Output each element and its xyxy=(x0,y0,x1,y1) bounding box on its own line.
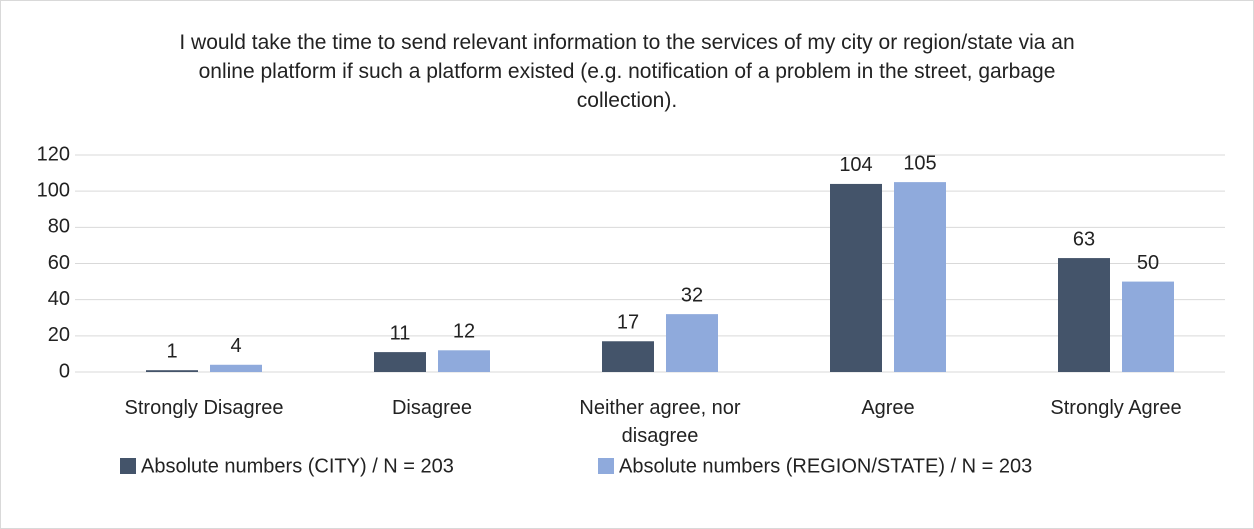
bar xyxy=(374,352,426,372)
data-label: 63 xyxy=(1073,228,1095,250)
x-tick-label: Strongly Agree xyxy=(1050,397,1182,419)
bar xyxy=(1058,258,1110,372)
legend-swatch xyxy=(120,458,136,474)
y-tick-label: 100 xyxy=(37,179,70,201)
legend-label: Absolute numbers (REGION/STATE) / N = 20… xyxy=(619,455,1032,477)
y-tick-label: 20 xyxy=(48,324,70,346)
bar xyxy=(146,370,198,372)
data-label: 17 xyxy=(617,312,639,334)
legend-label: Absolute numbers (CITY) / N = 203 xyxy=(141,455,454,477)
x-tick-label: Strongly Disagree xyxy=(124,397,284,419)
bar xyxy=(602,341,654,372)
bar xyxy=(830,183,882,372)
x-tick-label: Neither agree, nor disagree xyxy=(579,397,741,447)
bar xyxy=(894,182,946,372)
y-tick-label: 40 xyxy=(48,288,70,310)
x-tick-label: Disagree xyxy=(391,397,473,419)
data-label: 32 xyxy=(681,284,703,306)
data-label: 12 xyxy=(453,321,475,343)
bar xyxy=(438,350,490,372)
chart-title: I would take the time to send relevant i… xyxy=(179,31,1075,112)
data-label: 4 xyxy=(230,335,241,357)
bar xyxy=(666,314,718,372)
data-label: 50 xyxy=(1137,252,1159,274)
data-label: 105 xyxy=(903,152,936,174)
y-tick-label: 60 xyxy=(48,252,70,274)
x-tick-label: Agree xyxy=(861,397,915,419)
bar xyxy=(210,364,262,372)
data-label: 11 xyxy=(390,322,411,344)
legend-swatch xyxy=(598,458,614,474)
data-label: 1 xyxy=(166,340,177,362)
y-tick-label: 120 xyxy=(37,143,70,165)
data-label: 104 xyxy=(839,154,872,176)
y-tick-label: 80 xyxy=(48,216,70,238)
y-tick-label: 0 xyxy=(59,360,70,382)
bar xyxy=(1122,281,1174,372)
